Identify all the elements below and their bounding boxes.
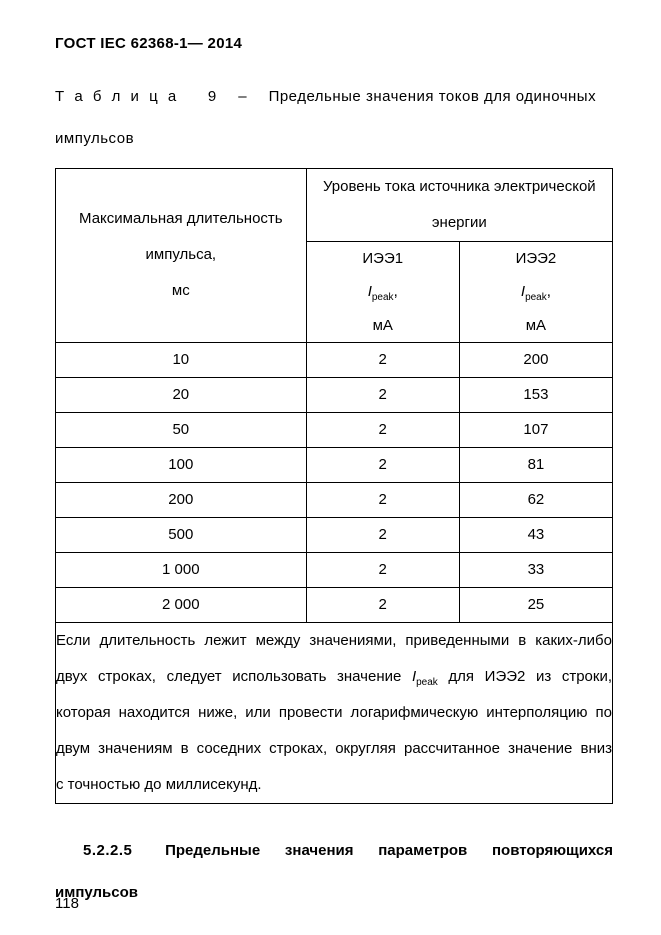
col-header-level: Уровень тока источника электрической эне… bbox=[306, 168, 612, 241]
cell-iee2: 153 bbox=[459, 377, 612, 412]
col-header-duration: Максимальная длительность импульса, мс bbox=[56, 168, 307, 342]
cell-iee2: 43 bbox=[459, 517, 612, 552]
cell-duration: 50 bbox=[56, 412, 307, 447]
cell-iee2: 81 bbox=[459, 447, 612, 482]
unit-ma-2: мА bbox=[526, 317, 546, 334]
document-header: ГОСТ IEC 62368-1— 2014 bbox=[55, 34, 613, 54]
table-row: 50 2 107 bbox=[56, 412, 613, 447]
cell-duration: 100 bbox=[56, 447, 307, 482]
current-limits-table: Максимальная длительность импульса, мс У… bbox=[55, 168, 613, 804]
cell-duration: 500 bbox=[56, 517, 307, 552]
table-row: 2 000 2 25 bbox=[56, 587, 613, 622]
ipeak-comma-1: , bbox=[394, 283, 398, 300]
ipeak-sub-note: peak bbox=[416, 677, 438, 688]
section-title-line1: Предельные значения параметров повторяющ… bbox=[165, 842, 613, 859]
note-line2: двух строках, следует использовать значе… bbox=[56, 659, 612, 695]
cell-iee1: 2 bbox=[306, 447, 459, 482]
cell-iee1: 2 bbox=[306, 412, 459, 447]
col-top-l2: энергии bbox=[432, 214, 487, 231]
note-line5: с точностью до миллисекунд. bbox=[56, 767, 612, 803]
cell-duration: 200 bbox=[56, 482, 307, 517]
caption-prefix: Т а б л и ц а bbox=[55, 88, 179, 105]
cell-duration: 1 000 bbox=[56, 552, 307, 587]
note-line4: двум значениям в соседних строках, округ… bbox=[56, 731, 612, 767]
table-row: 20 2 153 bbox=[56, 377, 613, 412]
col1-line3: мс bbox=[172, 282, 190, 299]
table-caption: Т а б л и ц а 9 – Предельные значения то… bbox=[55, 76, 613, 160]
table-note-row: Если длительность лежит между значениями… bbox=[56, 622, 613, 803]
note-line1: Если длительность лежит между значениями… bbox=[56, 623, 612, 659]
table-row: 200 2 62 bbox=[56, 482, 613, 517]
cell-iee2: 62 bbox=[459, 482, 612, 517]
unit-ma-1: мА bbox=[373, 317, 393, 334]
caption-dash: – bbox=[238, 88, 247, 105]
table-row: 100 2 81 bbox=[56, 447, 613, 482]
section-title-line2: импульсов bbox=[55, 872, 613, 914]
note-2b: для ИЭЭ2 из строки, bbox=[438, 668, 612, 685]
table-row: 500 2 43 bbox=[56, 517, 613, 552]
page-number: 118 bbox=[55, 894, 79, 914]
table-note: Если длительность лежит между значениями… bbox=[56, 622, 613, 803]
section-heading: 5.2.2.5 Предельные значения параметров п… bbox=[55, 830, 613, 914]
table-row: 1 000 2 33 bbox=[56, 552, 613, 587]
ipeak-sub-1: peak bbox=[372, 292, 394, 303]
cell-iee1: 2 bbox=[306, 342, 459, 377]
note-line3: которая находится ниже, или провести лог… bbox=[56, 695, 612, 731]
cell-iee1: 2 bbox=[306, 517, 459, 552]
cell-iee1: 2 bbox=[306, 552, 459, 587]
cell-iee1: 2 bbox=[306, 587, 459, 622]
ipeak-sub-2: peak bbox=[525, 292, 547, 303]
table-row: 10 2 200 bbox=[56, 342, 613, 377]
col1-line1: Максимальная длительность bbox=[79, 210, 283, 227]
cell-iee2: 25 bbox=[459, 587, 612, 622]
sub1-name: ИЭЭ1 bbox=[362, 250, 403, 267]
cell-duration: 10 bbox=[56, 342, 307, 377]
section-number: 5.2.2.5 bbox=[83, 842, 132, 859]
sub2-name: ИЭЭ2 bbox=[516, 250, 557, 267]
cell-iee2: 33 bbox=[459, 552, 612, 587]
ipeak-comma-2: , bbox=[547, 283, 551, 300]
col-top-l1: Уровень тока источника электрической bbox=[323, 178, 596, 195]
cell-duration: 20 bbox=[56, 377, 307, 412]
cell-iee1: 2 bbox=[306, 482, 459, 517]
cell-duration: 2 000 bbox=[56, 587, 307, 622]
caption-text-line1: Предельные значения токов для одиночных bbox=[269, 88, 597, 105]
note-2a: двух строках, следует использовать значе… bbox=[56, 668, 412, 685]
col-header-iee1: ИЭЭ1 Ipeak, мА bbox=[306, 241, 459, 342]
cell-iee1: 2 bbox=[306, 377, 459, 412]
cell-iee2: 200 bbox=[459, 342, 612, 377]
cell-iee2: 107 bbox=[459, 412, 612, 447]
caption-text-line2: импульсов bbox=[55, 130, 134, 147]
col-header-iee2: ИЭЭ2 Ipeak, мА bbox=[459, 241, 612, 342]
col1-line2: импульса, bbox=[146, 246, 217, 263]
caption-number: 9 bbox=[208, 88, 217, 105]
